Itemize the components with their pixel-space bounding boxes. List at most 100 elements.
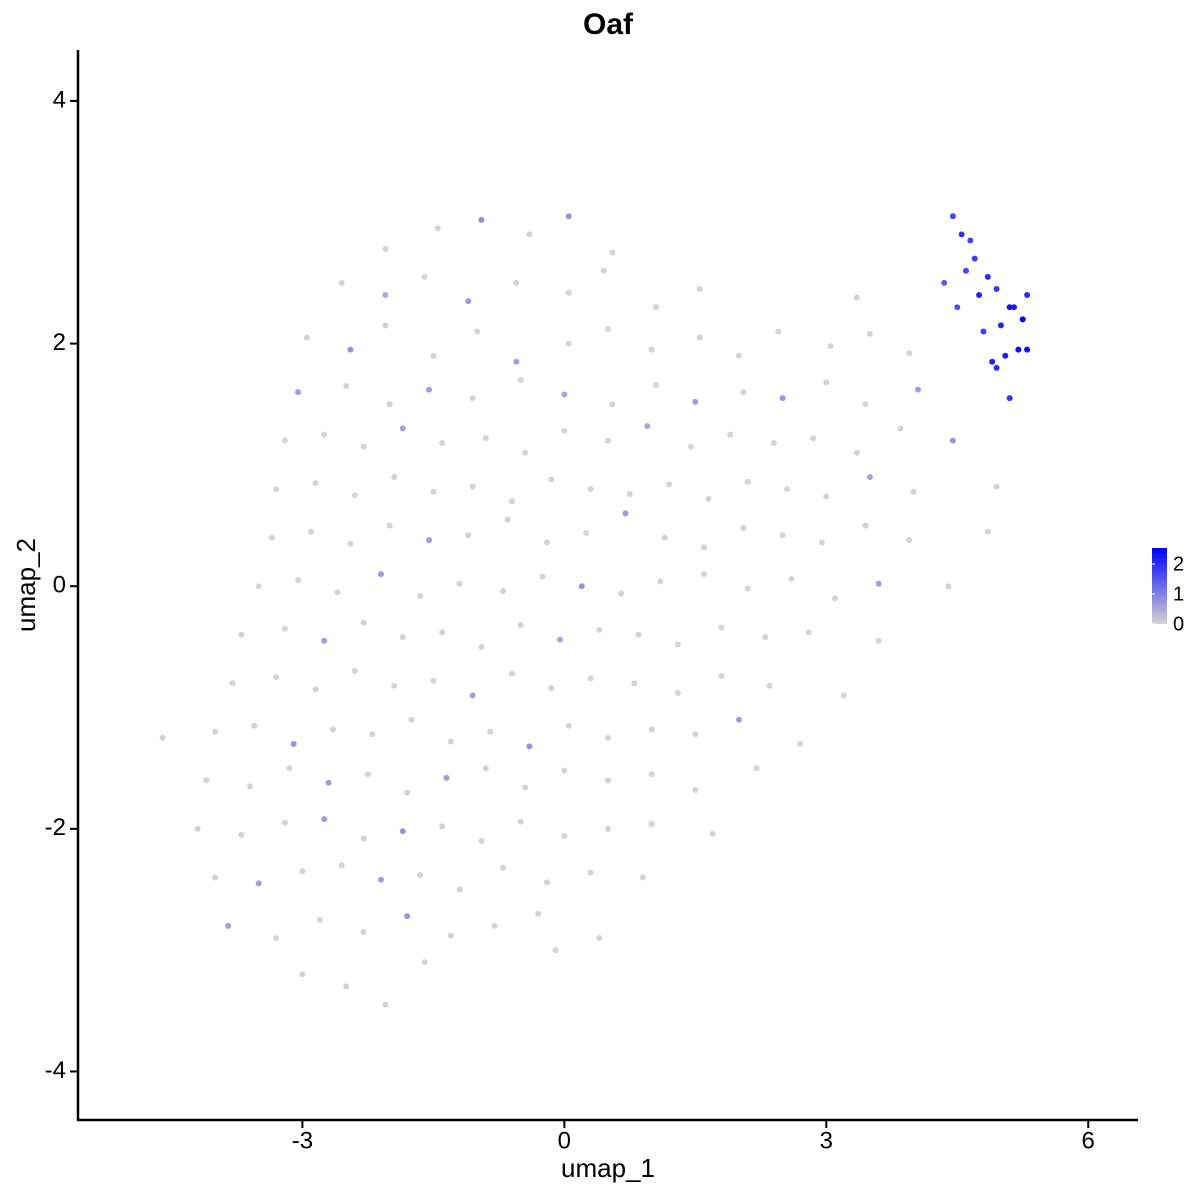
point (993, 364, 1000, 371)
point (561, 427, 568, 434)
y-tick-label: -4 (45, 1057, 66, 1084)
point (238, 831, 245, 838)
point (443, 774, 450, 781)
point (439, 440, 446, 447)
point (875, 637, 882, 644)
point (897, 425, 904, 432)
point (469, 483, 476, 490)
point (971, 255, 978, 262)
point (653, 304, 660, 311)
point (487, 728, 494, 735)
point (648, 726, 655, 733)
point (391, 682, 398, 689)
point (989, 358, 996, 365)
point (1002, 352, 1009, 359)
y-axis-title: umap_2 (11, 538, 41, 632)
point (997, 322, 1004, 329)
point (1015, 346, 1022, 353)
point (535, 910, 542, 917)
point (744, 478, 751, 485)
point (321, 816, 328, 823)
point (797, 740, 804, 747)
point (744, 585, 751, 592)
point (692, 787, 699, 794)
point (783, 486, 790, 493)
point (941, 279, 948, 286)
point (626, 491, 633, 498)
point (561, 833, 568, 840)
point (818, 539, 825, 546)
point (910, 488, 917, 495)
x-tick-label: -3 (292, 1127, 313, 1154)
point (914, 386, 921, 393)
point (382, 322, 389, 329)
point (718, 672, 725, 679)
point (325, 779, 332, 786)
point (666, 481, 673, 488)
point (290, 740, 297, 747)
point (548, 685, 555, 692)
point (478, 837, 485, 844)
point (561, 391, 568, 398)
point (779, 532, 786, 539)
point (735, 352, 742, 359)
point (404, 913, 411, 920)
point (517, 622, 524, 629)
point (360, 835, 367, 842)
point (334, 589, 341, 596)
point (1019, 316, 1026, 323)
point (225, 922, 232, 929)
point (770, 440, 777, 447)
point (508, 670, 515, 677)
point (556, 636, 563, 643)
point (386, 522, 393, 529)
point (1006, 304, 1013, 311)
point (762, 634, 769, 641)
point (565, 340, 572, 347)
point (696, 334, 703, 341)
point (343, 383, 350, 390)
point (517, 818, 524, 825)
point (583, 529, 590, 536)
point (866, 330, 873, 337)
point (321, 637, 328, 644)
point (587, 675, 594, 682)
point (587, 486, 594, 493)
point (701, 571, 708, 578)
point (421, 273, 428, 280)
point (1024, 346, 1031, 353)
point (692, 398, 699, 405)
point (504, 516, 511, 523)
point (827, 343, 834, 350)
point (456, 580, 463, 587)
point (596, 626, 603, 633)
point (993, 483, 1000, 490)
point (430, 677, 437, 684)
point (465, 532, 472, 539)
point (862, 522, 869, 529)
point (735, 716, 742, 723)
point (639, 874, 646, 881)
colorbar-tick-label: 0 (1173, 613, 1184, 635)
point (548, 476, 555, 483)
point (159, 734, 166, 741)
point (426, 386, 433, 393)
point (268, 534, 275, 541)
point (687, 443, 694, 450)
point (377, 571, 384, 578)
point (561, 767, 568, 774)
point (308, 528, 315, 535)
point (810, 435, 817, 442)
point (954, 304, 961, 311)
point (740, 389, 747, 396)
point (404, 789, 411, 796)
point (692, 731, 699, 738)
x-axis-title: umap_1 (561, 1153, 655, 1183)
point (609, 401, 616, 408)
point (417, 592, 424, 599)
point (360, 928, 367, 935)
x-tick-label: 3 (820, 1127, 833, 1154)
point (709, 830, 716, 837)
point (906, 350, 913, 357)
point (875, 580, 882, 587)
